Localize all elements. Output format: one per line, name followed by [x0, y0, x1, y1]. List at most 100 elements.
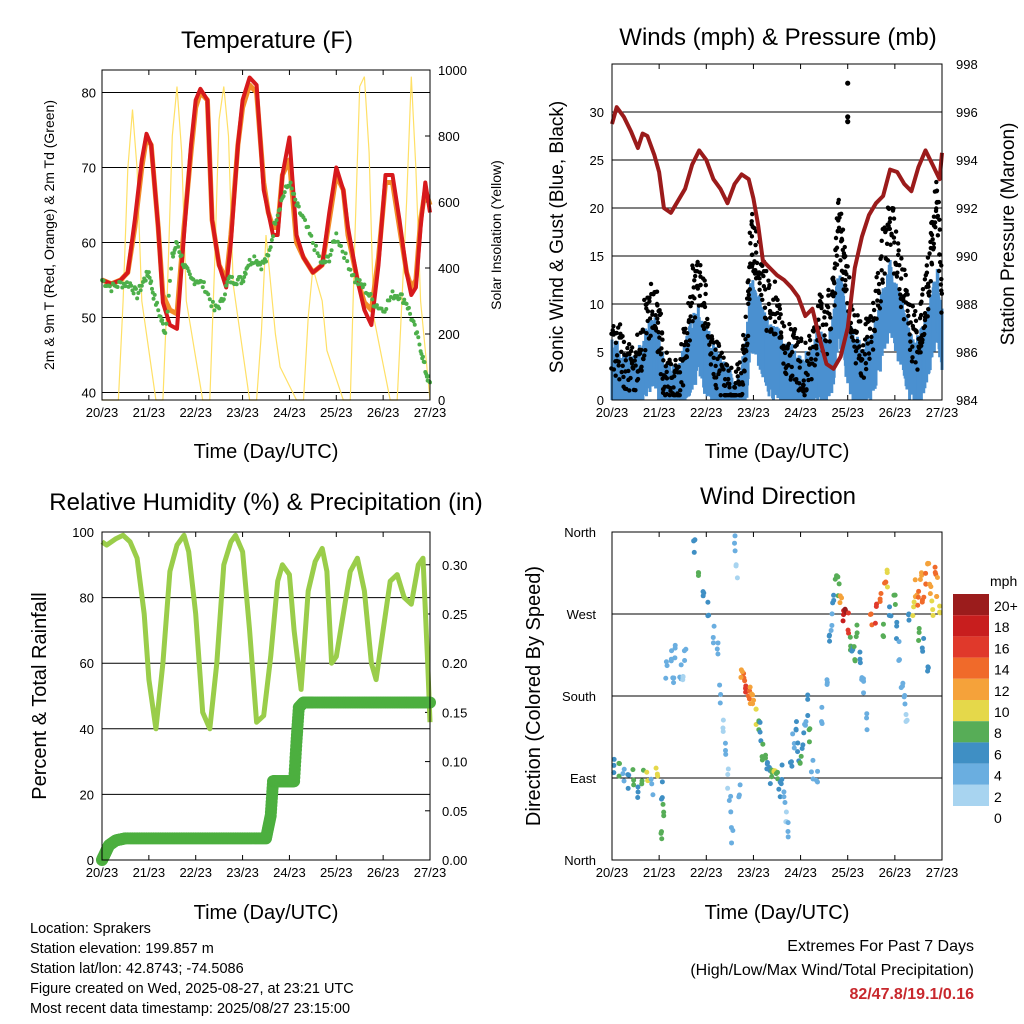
direction-point — [700, 589, 706, 595]
direction-point — [896, 657, 902, 663]
gust-point — [935, 213, 941, 219]
gust-point — [647, 299, 652, 304]
gust-point — [838, 211, 844, 217]
gust-point — [747, 296, 752, 302]
gust-point — [685, 330, 690, 336]
gust-point — [905, 292, 910, 297]
direction-point — [883, 579, 889, 585]
gust-point — [714, 386, 719, 391]
gust-point — [936, 268, 942, 274]
direction-point — [873, 604, 879, 610]
gust-point — [677, 370, 683, 375]
gust-point — [895, 252, 901, 258]
gust-point — [627, 388, 632, 393]
direction-point — [894, 619, 900, 625]
gust-point — [903, 272, 908, 278]
gust-point — [843, 277, 848, 283]
gust-point — [922, 311, 928, 316]
gust-point — [763, 316, 769, 321]
temperature-frame — [101, 69, 431, 401]
gust-point — [787, 321, 792, 327]
gust-point — [836, 197, 841, 203]
gust-point — [701, 326, 707, 332]
dewpoint-point — [264, 259, 268, 264]
gust-point — [867, 318, 872, 323]
gust-point — [896, 248, 901, 253]
gust-point — [826, 287, 831, 293]
legend-label: 2 — [994, 789, 1002, 805]
direction-point — [621, 766, 627, 772]
direction-point — [736, 794, 742, 800]
x-tick-label: 26/23 — [367, 405, 400, 420]
gust-point — [709, 336, 715, 342]
direction-point — [857, 649, 863, 655]
direction-point — [672, 642, 678, 648]
station-elevation: Station elevation: 199.857 m — [30, 941, 214, 957]
humidity-line — [100, 532, 433, 732]
y-tick-label: 10 — [590, 297, 604, 312]
y-tick-label: 70 — [82, 161, 96, 176]
gust-point — [721, 355, 726, 360]
gust-point — [671, 385, 676, 390]
dewpoint-point — [357, 278, 362, 283]
legend-label: 6 — [994, 746, 1002, 762]
x-tick-label: 21/23 — [643, 405, 676, 420]
dewpoint-point — [166, 293, 171, 298]
dewpoint-point — [171, 254, 176, 259]
direction-point — [714, 646, 720, 652]
direction-point — [793, 727, 799, 733]
y-tick-label: West — [567, 607, 597, 622]
dewpoint-point — [167, 278, 172, 283]
gust-point — [625, 345, 630, 351]
dewpoint-point — [177, 250, 182, 255]
direction-point — [785, 820, 791, 826]
direction-point — [711, 623, 717, 629]
gust-point — [659, 351, 664, 356]
gust-point — [748, 241, 753, 246]
gust-point — [904, 288, 909, 294]
gust-point — [644, 331, 649, 336]
gust-point — [834, 262, 840, 267]
gust-point — [769, 327, 774, 332]
dewpoint-point — [390, 289, 395, 294]
gust-point — [802, 393, 807, 398]
gust-point — [852, 313, 857, 318]
direction-point — [831, 592, 837, 598]
gust-point — [898, 304, 904, 310]
direction-point — [660, 801, 666, 807]
dewpoint-point — [242, 274, 247, 279]
direction-point — [795, 749, 801, 755]
gust-point — [862, 352, 868, 357]
dewpoint-point — [420, 354, 425, 359]
direction-point — [785, 834, 791, 840]
direction-point — [625, 785, 631, 791]
direction-point — [861, 690, 867, 696]
gust-point — [857, 344, 862, 349]
y2-tick-label: 994 — [956, 153, 978, 168]
gust-point — [907, 332, 912, 337]
gust-point — [781, 324, 787, 329]
direction-point — [648, 776, 654, 782]
y-tick-label: 60 — [80, 656, 94, 671]
gust-point — [801, 378, 806, 383]
gust-point — [711, 355, 716, 360]
dewpoint-point — [120, 285, 125, 290]
gust-point — [925, 255, 931, 260]
gust-point — [845, 301, 850, 306]
dewpoint-point — [131, 291, 136, 296]
gust-point — [781, 361, 786, 366]
direction-point — [824, 682, 830, 688]
dewpoint-point — [149, 286, 154, 291]
gust-point — [927, 289, 932, 294]
direction-point — [777, 794, 783, 800]
gust-point — [815, 303, 821, 309]
temperature-xlabel: Time (Day/UTC) — [194, 441, 339, 463]
direction-point — [611, 762, 617, 768]
gust-point — [726, 376, 731, 382]
direction-point — [928, 584, 934, 590]
direction-point — [661, 809, 667, 815]
gust-point — [784, 371, 789, 377]
direction-point — [682, 657, 688, 663]
direction-point — [611, 756, 617, 762]
dewpoint-point — [109, 289, 114, 294]
